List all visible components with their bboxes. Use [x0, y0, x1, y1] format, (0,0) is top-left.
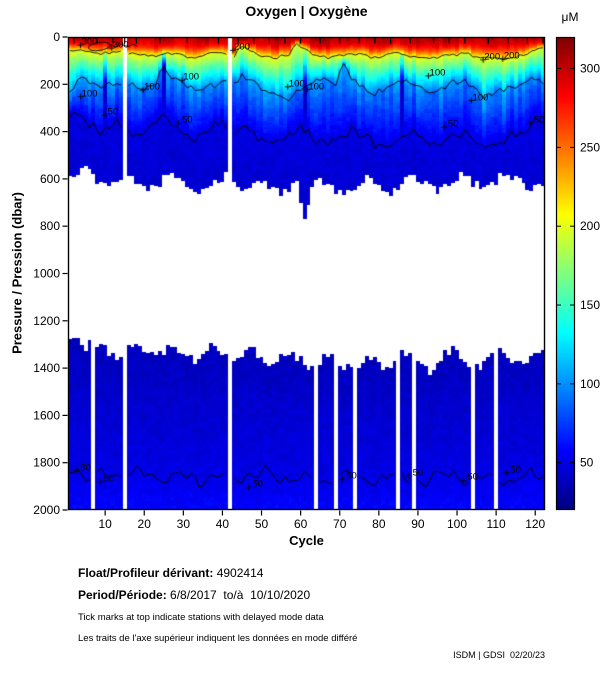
y-tick-label: 1000: [33, 267, 60, 281]
y-tick-label: 0: [53, 30, 60, 44]
x-tick-label: 80: [372, 517, 386, 531]
contour-label-200: 200: [484, 51, 501, 63]
footer-float-line: Float/Profileur dérivant: 4902414: [78, 566, 263, 580]
contour-label-50: 50: [346, 470, 357, 482]
x-tick-label: 70: [333, 517, 347, 531]
x-tick-label: 100: [447, 517, 467, 531]
contour-label-50: 50: [467, 471, 478, 483]
y-tick-label: 400: [40, 125, 60, 139]
y-tick-label: 200: [40, 77, 60, 91]
y-axis-label: Pressure / Pression (dbar): [9, 192, 25, 354]
colorbar-unit-label: μM: [561, 10, 579, 24]
x-tick-label: 120: [525, 517, 545, 531]
x-tick-label: 60: [294, 517, 308, 531]
y-tick-label: 800: [40, 219, 60, 233]
x-tick-label: 40: [216, 517, 230, 531]
contour-label-100: 100: [429, 67, 446, 79]
x-axis-label: Cycle: [289, 533, 324, 548]
colorbar-tick-label: 250: [580, 140, 600, 154]
colorbar-canvas: [556, 37, 575, 510]
contour-label-100: 100: [308, 80, 325, 92]
y-tick-label: 2000: [33, 503, 60, 517]
contour-label-50: 50: [107, 106, 119, 118]
colorbar-tick-label: 200: [580, 219, 600, 233]
heatmap-canvas: [68, 37, 545, 510]
contour-label-100: 100: [81, 88, 98, 99]
contour-label-50: 50: [510, 464, 521, 476]
y-tick-label: 1600: [33, 408, 60, 422]
x-tick-label: 90: [411, 517, 425, 531]
y-tick-label: 1400: [33, 361, 60, 375]
contour-label-50: 50: [412, 466, 424, 478]
colorbar-tick-label: 50: [580, 456, 594, 470]
x-tick-label: 30: [177, 517, 191, 531]
y-tick-label: 600: [40, 172, 60, 186]
contour-label-50: 50: [252, 478, 263, 490]
x-tick-label: 50: [255, 517, 269, 531]
contour-label-200: 200: [503, 50, 520, 62]
contour-label-300: 300: [112, 39, 129, 51]
note-delayed-mode-fr: Les traits de l'axe supérieur indiquent …: [78, 633, 358, 644]
contour-label-50: 50: [181, 114, 193, 126]
contour-label-50: 50: [103, 473, 115, 485]
credit-text: ISDM | GDSI 02/20/23: [453, 650, 545, 660]
colorbar-tick-label: 150: [580, 298, 600, 312]
float-value: 4902414: [213, 566, 264, 580]
x-tick-label: 10: [98, 517, 112, 531]
colorbar-tick-label: 300: [580, 62, 600, 76]
contour-label-50: 50: [447, 118, 459, 130]
contour-label-50: 50: [80, 462, 91, 474]
contour-label-300: 300: [81, 36, 98, 48]
period-value: 6/8/2017 to/à 10/10/2020: [166, 588, 311, 602]
contour-label-100: 100: [288, 78, 305, 90]
plot-title: Oxygen | Oxygène: [245, 3, 368, 19]
y-tick-label: 1800: [33, 456, 60, 470]
note-delayed-mode-en: Tick marks at top indicate stations with…: [78, 612, 324, 623]
contour-label-50: 50: [533, 114, 545, 126]
x-tick-label: 110: [487, 517, 506, 531]
contour-label-100: 100: [183, 71, 200, 83]
period-label: Period/Période:: [78, 588, 167, 602]
footer-period-line: Period/Période: 6/8/2017 to/à 10/10/2020: [78, 588, 310, 602]
float-label: Float/Profileur dérivant:: [78, 566, 214, 580]
colorbar-tick-label: 100: [580, 377, 600, 391]
y-tick-label: 1200: [33, 314, 60, 328]
x-tick-label: 20: [138, 517, 152, 531]
contour-label-100: 100: [144, 81, 160, 93]
contour-label-200: 200: [234, 41, 250, 53]
contour-label-100: 100: [472, 91, 489, 103]
